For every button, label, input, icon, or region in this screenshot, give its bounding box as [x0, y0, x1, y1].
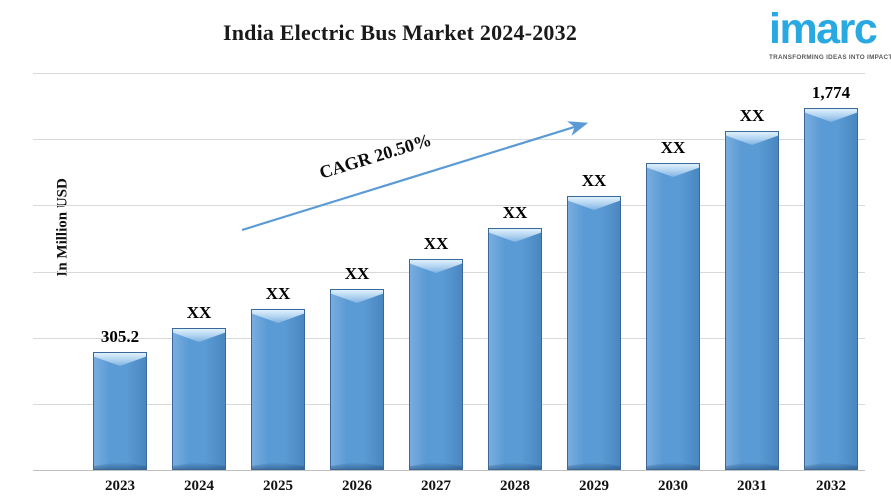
x-axis-tick-label-2027: 2027 [421, 478, 451, 494]
bar-value-label-2024: XX [186, 303, 212, 322]
bar-group-2026: XX 2026 [330, 73, 384, 494]
plot-area: 305.2 2023 XX 2024 XX 2025 XX 2026 XX 2027 XX 2028 X… [33, 73, 865, 494]
bar-group-2031: XX 2031 [725, 73, 779, 494]
bar-2032 [804, 108, 858, 470]
bar-2024 [172, 328, 226, 470]
imarc-logo-text: imarc [769, 5, 878, 53]
x-axis-tick-label-2029: 2029 [579, 478, 609, 494]
bar-group-2029: XX 2029 [567, 73, 621, 494]
bar-2029 [567, 196, 621, 470]
bar-2028 [488, 228, 542, 470]
x-axis-tick-label-2025: 2025 [263, 478, 293, 494]
chart-title: India Electric Bus Market 2024-2032 [222, 20, 578, 45]
imarc-logo-tagline: TRANSFORMING IDEAS INTO IMPACT [769, 54, 891, 61]
bar-group-2028: XX 2028 [488, 73, 542, 494]
x-axis-tick-label-2031: 2031 [737, 478, 767, 494]
bar-value-label-2029: XX [581, 171, 607, 190]
bar-group-2032: 1,774 2032 [804, 73, 858, 494]
imarc-logo: imarc TRANSFORMING IDEAS INTO IMPACT [769, 5, 891, 62]
bar-value-label-2031: XX [739, 106, 765, 125]
x-axis-tick-label-2023: 2023 [105, 478, 135, 494]
bar-group-2027: XX 2027 [409, 73, 463, 494]
x-axis-tick-label-2028: 2028 [500, 478, 530, 494]
bar-2027 [409, 259, 463, 470]
gridline [33, 73, 865, 74]
x-axis-line [33, 470, 865, 471]
bar-2030 [646, 163, 700, 470]
bar-2023 [93, 352, 147, 470]
bar-value-label-2027: XX [423, 234, 449, 253]
bar-group-2030: XX 2030 [646, 73, 700, 494]
bar-value-label-2032: 1,774 [811, 83, 851, 102]
bar-2025 [251, 309, 305, 470]
bar-value-label-2026: XX [344, 264, 370, 283]
bar-value-label-2028: XX [502, 203, 528, 222]
bar-value-label-2025: XX [265, 284, 291, 303]
bar-group-2024: XX 2024 [172, 73, 226, 494]
bar-group-2023: 305.2 2023 [93, 73, 147, 494]
x-axis-tick-label-2026: 2026 [342, 478, 372, 494]
x-axis-tick-label-2032: 2032 [816, 478, 846, 494]
bar-2031 [725, 131, 779, 470]
bar-2026 [330, 289, 384, 470]
x-axis-tick-label-2024: 2024 [184, 478, 214, 494]
bar-value-label-2023: 305.2 [100, 327, 140, 346]
x-axis-tick-label-2030: 2030 [658, 478, 688, 494]
bar-group-2025: XX 2025 [251, 73, 305, 494]
bar-value-label-2030: XX [660, 138, 686, 157]
